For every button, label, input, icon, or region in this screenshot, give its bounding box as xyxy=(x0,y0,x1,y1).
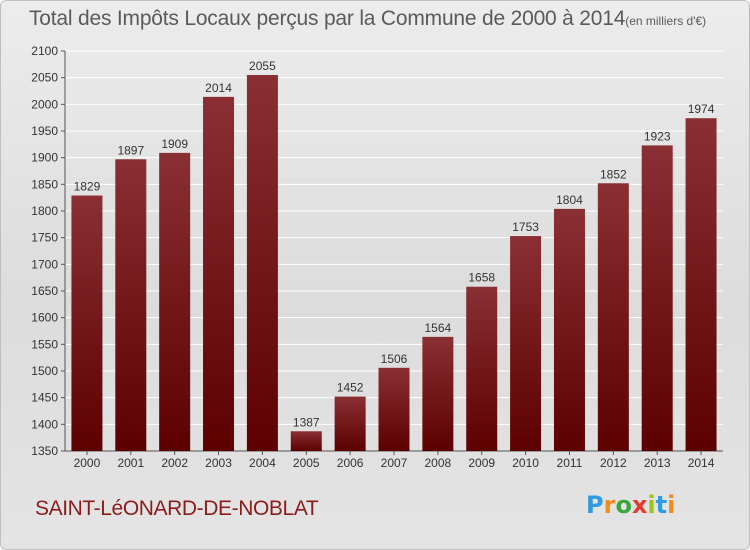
brand-letter: r xyxy=(603,491,616,519)
x-tick-label: 2013 xyxy=(644,456,671,470)
data-label: 1852 xyxy=(600,167,627,181)
bar-2014 xyxy=(685,118,717,451)
axis-layer: 1350 1400 1450 1500 1550 1600 1650 1700 1750 1800… xyxy=(31,44,723,470)
y-tick-label: 1750 xyxy=(31,231,58,245)
bar-2008 xyxy=(422,336,454,451)
x-tick-label: 2011 xyxy=(557,456,583,470)
label-layer: 1829 1897 1909 2014 2055 1387 1452 1506 1564 1658… xyxy=(74,59,715,429)
y-tick-label: 1450 xyxy=(31,391,58,405)
data-label: 1387 xyxy=(293,415,320,429)
y-tick-label: 1950 xyxy=(31,124,58,138)
bar-2009 xyxy=(466,286,498,451)
data-label: 1923 xyxy=(644,129,671,143)
data-label: 2014 xyxy=(205,81,232,95)
bar-layer xyxy=(71,75,717,451)
x-tick-label: 2012 xyxy=(600,456,627,470)
x-tick-label: 2008 xyxy=(425,456,452,470)
bar-2012 xyxy=(597,183,629,451)
x-tick-label: 2005 xyxy=(293,456,320,470)
brand-letter: o xyxy=(615,491,632,519)
brand-letter: x xyxy=(631,491,648,519)
data-label: 1753 xyxy=(512,220,539,234)
y-tick-label: 1800 xyxy=(31,204,58,218)
y-tick-label: 1900 xyxy=(31,151,58,165)
brand-letter: t xyxy=(655,491,668,519)
data-label: 1564 xyxy=(425,321,452,335)
y-tick-label: 1550 xyxy=(31,337,58,351)
x-tick-label: 2001 xyxy=(117,456,144,470)
x-tick-label: 2006 xyxy=(337,456,364,470)
x-tick-label: 2007 xyxy=(381,456,408,470)
brand-letter: i xyxy=(667,491,676,519)
bar-2011 xyxy=(553,208,585,451)
y-tick-label: 1700 xyxy=(31,257,58,271)
bar-2000 xyxy=(71,195,103,451)
x-tick-label: 2009 xyxy=(468,456,495,470)
data-label: 1804 xyxy=(556,193,583,207)
bar-2005 xyxy=(290,431,322,451)
bar-2007 xyxy=(378,367,410,451)
y-tick-label: 1400 xyxy=(31,417,58,431)
data-label: 1452 xyxy=(337,381,364,395)
bar-2003 xyxy=(203,96,235,451)
data-label: 1897 xyxy=(117,143,144,157)
title-main: Total des Impôts Locaux perçus par la Co… xyxy=(29,7,626,30)
y-tick-label: 1350 xyxy=(31,444,58,458)
chart-title: Total des Impôts Locaux perçus par la Co… xyxy=(29,7,706,31)
brand-letter: i xyxy=(647,491,656,519)
data-label: 1829 xyxy=(74,180,101,194)
bar-2006 xyxy=(334,396,366,451)
x-tick-label: 2000 xyxy=(74,456,101,470)
proxiti-logo[interactable]: Proxiti xyxy=(586,491,675,519)
title-unit: (en milliers d'€) xyxy=(625,14,707,28)
data-label: 1658 xyxy=(468,271,495,285)
y-tick-label: 2050 xyxy=(31,71,58,85)
y-tick-label: 1600 xyxy=(31,311,58,325)
bar-2010 xyxy=(510,236,542,451)
x-tick-label: 2002 xyxy=(161,456,188,470)
bar-2001 xyxy=(115,159,147,451)
bar-2002 xyxy=(159,152,191,451)
commune-name: SAINT-LéONARD-DE-NOBLAT xyxy=(35,497,319,520)
y-tick-label: 2000 xyxy=(31,97,58,111)
data-label: 2055 xyxy=(249,59,276,73)
x-tick-label: 2003 xyxy=(205,456,232,470)
x-tick-label: 2004 xyxy=(249,456,276,470)
y-tick-label: 1850 xyxy=(31,177,58,191)
data-label: 1974 xyxy=(688,102,715,116)
data-label: 1506 xyxy=(381,352,408,366)
brand-letter: P xyxy=(586,491,604,519)
y-tick-label: 1650 xyxy=(31,284,58,298)
bar-2013 xyxy=(641,145,673,451)
y-tick-label: 1500 xyxy=(31,364,58,378)
x-tick-label: 2014 xyxy=(688,456,715,470)
x-tick-label: 2010 xyxy=(512,456,539,470)
y-tick-label: 2100 xyxy=(31,44,58,58)
bar-2004 xyxy=(246,75,278,451)
data-label: 1909 xyxy=(161,137,188,151)
